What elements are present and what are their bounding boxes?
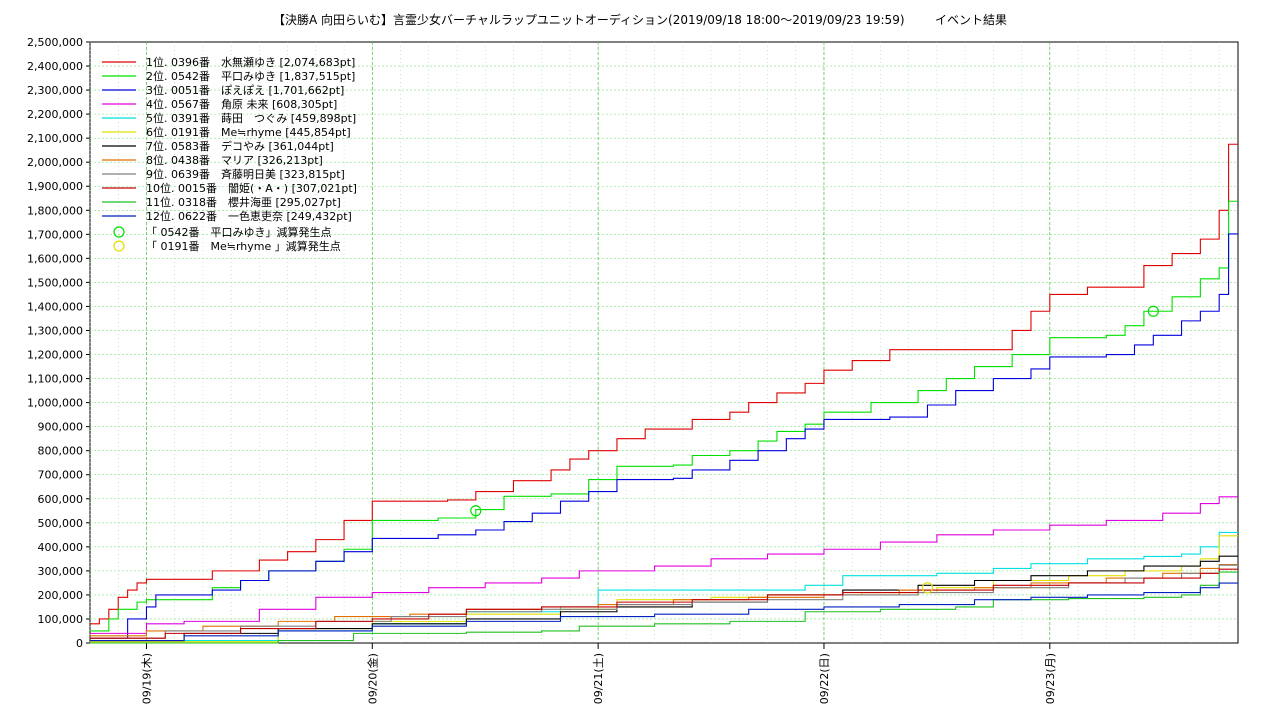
legend-label-6: 6位. 0191番 Me≒rhyme [445,854pt]: [146, 125, 351, 139]
y-tick-label: 1,200,000: [27, 349, 83, 362]
y-tick-label: 2,200,000: [27, 108, 83, 121]
legend-label-2: 2位. 0542番 平口みゆき [1,837,515pt]: [146, 69, 355, 83]
legend-label-10: 10位. 0015番 闇姫(・A・) [307,021pt]: [146, 181, 357, 195]
y-tick-label: 1,100,000: [27, 373, 83, 386]
series-line-11: [90, 571, 1238, 644]
y-tick-label: 100,000: [38, 613, 84, 626]
y-tick-label: 2,500,000: [27, 36, 83, 49]
y-tick-label: 1,700,000: [27, 228, 83, 241]
legend-marker-2: [113, 240, 125, 252]
x-tick-label: 09/20(金): [365, 653, 379, 704]
legend-label-3: 3位. 0051番 ぽえぽえ [1,701,662pt]: [146, 83, 344, 97]
series-line-1: [90, 143, 1238, 625]
y-tick-label: 2,300,000: [27, 84, 83, 97]
y-tick-label: 2,100,000: [27, 132, 83, 145]
series-line-12: [90, 582, 1238, 642]
y-tick-label: 1,300,000: [27, 324, 83, 337]
legend-label-11: 11位. 0318番 櫻井海亜 [295,027pt]: [146, 195, 341, 209]
x-tick-label: 09/21(土): [592, 653, 605, 704]
plot-area: [89, 41, 1239, 644]
marker-point-1: [470, 505, 482, 517]
x-tick-label: 09/19(木): [140, 653, 153, 704]
legend-marker-label-2: 「 0191番 Me≒rhyme 」減算発生点: [146, 239, 341, 253]
x-tick-label: 09/22(日): [818, 653, 831, 704]
series-line-10: [90, 568, 1238, 639]
marker-point-2: [921, 582, 934, 594]
y-tick-label: 300,000: [38, 565, 84, 578]
marker-point-1: [1147, 305, 1159, 317]
y-tick-label: 2,000,000: [27, 156, 83, 169]
legend-label-8: 8位. 0438番 マリア [326,213pt]: [146, 153, 323, 167]
series-line-4: [90, 496, 1238, 634]
legend-label-5: 5位. 0391番 蒔田 つぐみ [459,898pt]: [146, 111, 356, 125]
y-tick-label: 1,000,000: [27, 397, 83, 410]
y-tick-label: 1,800,000: [27, 204, 83, 217]
y-tick-label: 0: [76, 637, 83, 650]
y-tick-label: 900,000: [38, 421, 84, 434]
legend-label-12: 12位. 0622番 一色恵吏奈 [249,432pt]: [146, 209, 352, 223]
legend-label-4: 4位. 0567番 角原 未来 [608,305pt]: [146, 97, 337, 111]
legend-label-7: 7位. 0583番 デコやみ [361,044pt]: [146, 139, 334, 153]
series-line-3: [90, 233, 1238, 639]
y-tick-label: 600,000: [38, 493, 84, 506]
y-tick-label: 500,000: [38, 517, 84, 530]
y-tick-label: 1,400,000: [27, 300, 83, 313]
y-tick-label: 200,000: [38, 589, 84, 602]
y-tick-label: 700,000: [38, 469, 84, 482]
y-tick-label: 400,000: [38, 541, 84, 554]
y-tick-label: 800,000: [38, 445, 84, 458]
y-tick-label: 2,400,000: [27, 60, 83, 73]
y-tick-label: 1,600,000: [27, 252, 83, 265]
y-tick-label: 1,500,000: [27, 276, 83, 289]
legend-marker-1: [113, 226, 125, 238]
chart-title: 【決勝A 向田らいむ】言霊少女バーチャルラップユニットオーディション(2019/…: [272, 13, 1008, 27]
x-tick-label: 09/23(月): [1044, 653, 1057, 704]
legend-marker-label-1: 「 0542番 平口みゆき」減算発生点: [146, 225, 332, 239]
y-tick-label: 1,900,000: [27, 180, 83, 193]
legend-label-9: 9位. 0639番 斉藤明日美 [323,815pt]: [146, 167, 345, 181]
legend-label-1: 1位. 0396番 水無瀬ゆき [2,074,683pt]: [146, 55, 355, 69]
